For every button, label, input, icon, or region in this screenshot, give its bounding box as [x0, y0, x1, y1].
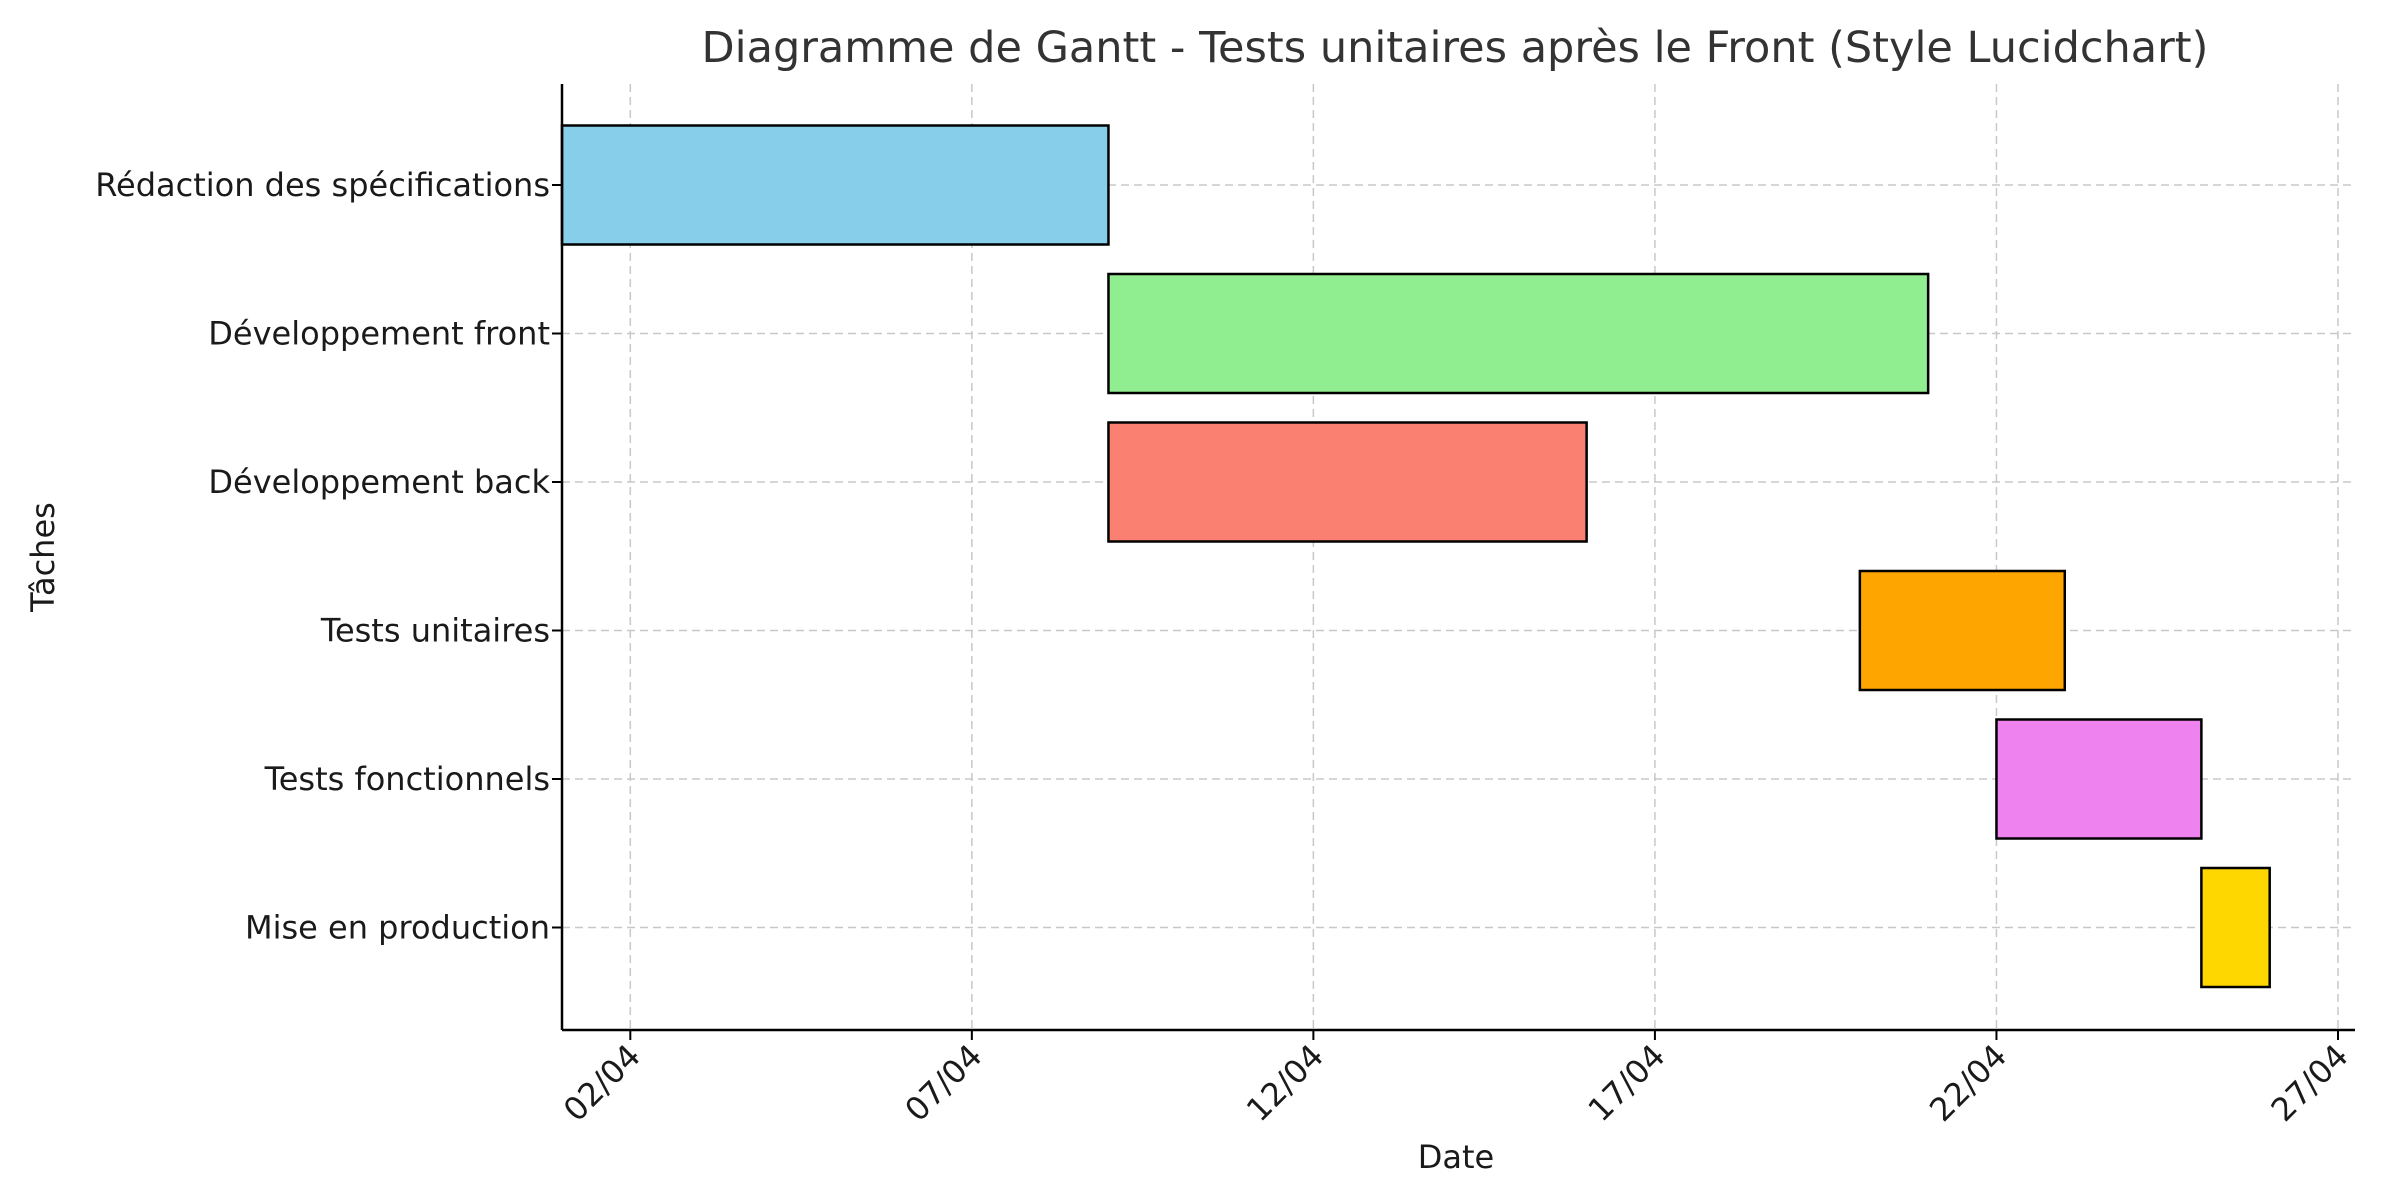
x-tick-label: 07/04: [897, 1037, 989, 1129]
x-tick-label: 12/04: [1239, 1037, 1331, 1129]
task-label: Rédaction des spécifications: [95, 166, 550, 204]
x-tick-label: 02/04: [556, 1037, 648, 1129]
task-label: Tests fonctionnels: [264, 760, 550, 798]
gantt-bar: [1995, 718, 2203, 840]
chart-title: Diagramme de Gantt - Tests unitaires apr…: [702, 23, 2209, 73]
bar-layer: [560, 124, 2271, 989]
x-axis-title: Date: [1418, 1138, 1494, 1176]
x-tick-label: 17/04: [1581, 1037, 1673, 1129]
x-tick-label: 22/04: [1922, 1037, 2014, 1129]
gantt-bar: [1107, 421, 1588, 543]
gantt-bar: [560, 124, 1110, 246]
task-label: Tests unitaires: [320, 612, 550, 650]
gantt-bar: [1107, 272, 1930, 395]
gantt-bar: [1858, 569, 2067, 692]
y-axis-title: Tâches: [24, 502, 62, 613]
task-label: Développement front: [208, 315, 550, 353]
x-tick-label: 27/04: [2264, 1037, 2356, 1129]
gantt-bar: [2200, 866, 2271, 989]
task-label: Mise en production: [245, 909, 550, 947]
task-label: Développement back: [208, 463, 550, 501]
